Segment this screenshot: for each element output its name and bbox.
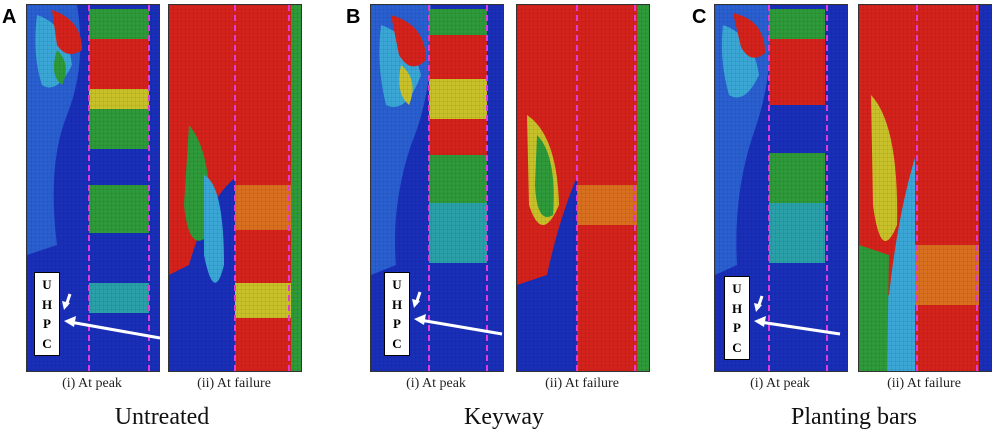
uhpc-letter: H bbox=[41, 296, 53, 312]
panel-keyway: B bbox=[344, 0, 676, 436]
uhpc-letter: P bbox=[43, 316, 51, 332]
contour-at-failure bbox=[516, 4, 650, 372]
uhpc-letter: H bbox=[731, 300, 743, 316]
uhpc-letter: C bbox=[42, 335, 52, 351]
uhpc-label: U H P C bbox=[384, 272, 410, 356]
uhpc-label: U H P C bbox=[724, 276, 750, 360]
peak-caption: (i) At peak bbox=[750, 376, 810, 391]
group-title: Untreated bbox=[114, 404, 210, 430]
uhpc-letter: U bbox=[42, 277, 52, 293]
panel-untreated: A bbox=[0, 0, 332, 436]
uhpc-letter: P bbox=[733, 320, 741, 336]
group-title: Keyway bbox=[464, 404, 544, 430]
uhpc-letter: U bbox=[392, 277, 402, 293]
panel-letter: A bbox=[2, 6, 17, 28]
uhpc-letter: H bbox=[391, 296, 403, 312]
uhpc-letter: C bbox=[392, 335, 402, 351]
panel-planting-bars: C bbox=[690, 0, 996, 436]
uhpc-letter: C bbox=[732, 339, 742, 355]
contour-at-failure bbox=[168, 4, 302, 372]
failure-caption: (ii) At failure bbox=[545, 376, 619, 391]
failure-caption: (ii) At failure bbox=[197, 376, 271, 391]
panel-letter: B bbox=[346, 6, 361, 28]
peak-caption: (i) At peak bbox=[62, 376, 122, 391]
uhpc-letter: U bbox=[732, 281, 742, 297]
contour-at-failure bbox=[858, 4, 992, 372]
uhpc-label: U H P C bbox=[34, 272, 60, 356]
panel-letter: C bbox=[692, 6, 707, 28]
peak-caption: (i) At peak bbox=[406, 376, 466, 391]
failure-caption: (ii) At failure bbox=[887, 376, 961, 391]
uhpc-letter: P bbox=[393, 316, 401, 332]
contour-at-peak bbox=[714, 4, 848, 372]
group-title: Planting bars bbox=[791, 404, 917, 430]
